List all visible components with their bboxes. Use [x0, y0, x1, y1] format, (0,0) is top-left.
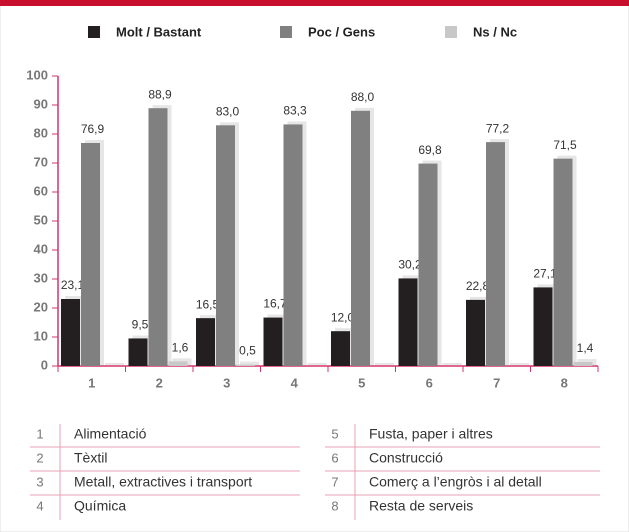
data-label: 69,8 — [418, 143, 442, 157]
bar — [81, 142, 100, 366]
key-label: Química — [74, 498, 126, 514]
bar — [418, 163, 438, 366]
key-label: Resta de serveis — [369, 498, 473, 514]
bar — [148, 108, 168, 366]
x-tick-label: 5 — [358, 375, 365, 390]
key-number: 4 — [36, 498, 43, 513]
bar-shadow — [307, 363, 327, 365]
y-tick-label: 40 — [34, 241, 48, 256]
bar-shadow — [375, 363, 394, 365]
data-label: 76,9 — [81, 122, 105, 136]
legend-swatch — [88, 26, 100, 38]
bar — [533, 287, 553, 366]
key-label: Comerç a l’engròs i al detall — [369, 474, 542, 490]
data-label: 27,1 — [533, 267, 557, 281]
legend-label: Ns / Nc — [473, 24, 517, 39]
x-tick-label: 6 — [426, 375, 433, 390]
bar-shadow — [442, 363, 462, 365]
data-label: 0,5 — [239, 344, 256, 358]
bar — [236, 364, 255, 366]
key-number: 2 — [36, 450, 43, 465]
y-tick-label: 20 — [34, 299, 48, 314]
bar — [283, 124, 303, 367]
bar — [573, 361, 593, 366]
bar — [216, 125, 235, 366]
bar — [553, 158, 573, 366]
bar — [466, 299, 485, 366]
bar — [263, 317, 283, 366]
y-tick-label: 0 — [41, 357, 48, 372]
data-label: 83,0 — [216, 104, 240, 118]
top-bar — [0, 0, 629, 6]
legend-swatch — [280, 26, 292, 38]
bar-shadow — [105, 363, 124, 365]
key-label: Fusta, paper i altres — [369, 426, 493, 442]
y-tick-label: 10 — [34, 328, 48, 343]
key-number: 7 — [331, 474, 338, 489]
key-label: Alimentació — [74, 426, 147, 442]
x-tick-label: 3 — [223, 375, 230, 390]
bar — [168, 361, 188, 366]
data-label: 83,3 — [283, 104, 307, 118]
bar — [196, 318, 215, 366]
bar — [128, 338, 148, 366]
data-label: 88,0 — [351, 90, 375, 104]
legend-label: Poc / Gens — [308, 24, 375, 39]
bar — [351, 110, 370, 366]
data-label: 23,1 — [61, 278, 85, 292]
key-number: 3 — [36, 474, 43, 489]
data-label: 9,5 — [132, 318, 149, 332]
y-tick-label: 50 — [34, 212, 48, 227]
y-tick-label: 90 — [34, 96, 48, 111]
data-label: 16,7 — [263, 297, 287, 311]
bar — [398, 278, 418, 366]
bar — [486, 142, 505, 366]
data-label: 22,8 — [466, 279, 490, 293]
key-label: Metall, extractives i transport — [74, 474, 252, 490]
key-label: Tèxtil — [74, 450, 107, 466]
legend-swatch — [445, 26, 457, 38]
bar — [61, 299, 80, 366]
key-number: 6 — [331, 450, 338, 465]
data-label: 30,2 — [398, 258, 422, 272]
y-tick-label: 70 — [34, 154, 48, 169]
key-number: 5 — [331, 426, 338, 441]
y-tick-label: 80 — [34, 125, 48, 140]
bar-shadow — [240, 361, 259, 365]
bar — [331, 331, 350, 366]
y-tick-label: 30 — [34, 270, 48, 285]
x-tick-label: 7 — [493, 375, 500, 390]
y-tick-label: 60 — [34, 183, 48, 198]
data-label: 1,6 — [172, 341, 189, 355]
key-number: 1 — [36, 426, 43, 441]
x-tick-label: 2 — [156, 375, 163, 390]
y-tick-label: 100 — [26, 67, 48, 82]
x-tick-label: 1 — [88, 375, 95, 390]
data-label: 71,5 — [553, 138, 577, 152]
legend-label: Molt / Bastant — [116, 24, 202, 39]
key-number: 8 — [331, 498, 338, 513]
data-label: 12,0 — [331, 310, 355, 324]
data-label: 16,5 — [196, 297, 220, 311]
x-tick-label: 8 — [561, 375, 568, 390]
x-tick-label: 4 — [291, 375, 299, 390]
key-label: Construcció — [369, 450, 443, 466]
data-label: 1,4 — [577, 341, 594, 355]
data-label: 77,2 — [486, 121, 510, 135]
bar-shadow — [510, 363, 529, 365]
data-label: 88,9 — [148, 87, 172, 101]
